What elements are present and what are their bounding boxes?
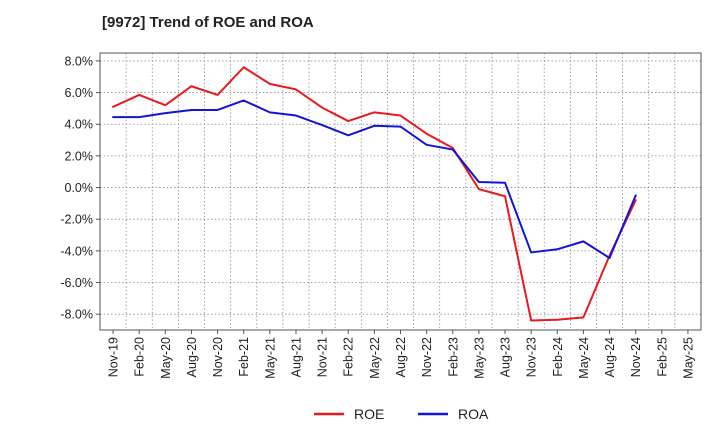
series-line-roa [112, 99, 637, 259]
y-tick-label: -2.0% [60, 213, 93, 227]
x-tick-label: Aug-24 [603, 337, 617, 377]
y-tick-label: 8.0% [65, 54, 94, 68]
x-tick-label: Aug-20 [185, 337, 199, 377]
y-tick-label: 2.0% [65, 149, 94, 163]
chart-title: [9972] Trend of ROE and ROA [102, 14, 314, 31]
x-tick-label: Nov-23 [525, 337, 539, 377]
y-tick-label: 4.0% [65, 118, 94, 132]
x-tick-label: Nov-19 [107, 337, 121, 377]
series-layer [112, 66, 637, 322]
x-tick-label: Feb-20 [133, 337, 147, 377]
x-tick-label: Nov-21 [316, 337, 330, 377]
x-axis-ticks: Nov-19 Feb-20 May-20 Aug-20 Nov-20 Feb-21 May-… [107, 330, 695, 379]
legend-label-roa: ROA [458, 406, 489, 422]
x-tick-label: May-24 [577, 337, 591, 379]
legend: ROE ROA [314, 406, 489, 422]
x-tick-label: Nov-24 [629, 337, 643, 377]
x-tick-label: May-25 [681, 337, 695, 379]
y-tick-label: 0.0% [65, 181, 94, 195]
y-tick-label: -4.0% [60, 244, 93, 258]
x-tick-label: May-20 [159, 337, 173, 379]
x-tick-label: May-21 [263, 337, 277, 379]
series-line-roe [112, 66, 637, 322]
x-tick-label: Aug-22 [394, 337, 408, 377]
x-tick-label: Aug-23 [499, 337, 513, 377]
y-tick-label: 6.0% [65, 86, 94, 100]
x-tick-label: Feb-25 [655, 337, 669, 377]
y-axis-ticks: 8.0% 6.0% 4.0% 2.0% 0.0% -2.0% -4.0% -6.0% -8.0% [60, 54, 100, 322]
x-tick-label: Aug-21 [289, 337, 303, 377]
x-tick-label: Feb-22 [342, 337, 356, 377]
x-tick-label: Feb-23 [446, 337, 460, 377]
x-tick-label: Nov-22 [420, 337, 434, 377]
x-tick-label: Feb-24 [551, 337, 565, 377]
y-tick-label: -6.0% [60, 276, 93, 290]
x-tick-label: May-23 [472, 337, 486, 379]
x-tick-label: Feb-21 [237, 337, 251, 377]
x-tick-label: Nov-20 [211, 337, 225, 377]
x-tick-label: May-22 [368, 337, 382, 379]
y-tick-label: -8.0% [60, 308, 93, 322]
legend-label-roe: ROE [354, 406, 384, 422]
grid-layer [99, 53, 702, 330]
plot-area-frame [99, 52, 702, 331]
